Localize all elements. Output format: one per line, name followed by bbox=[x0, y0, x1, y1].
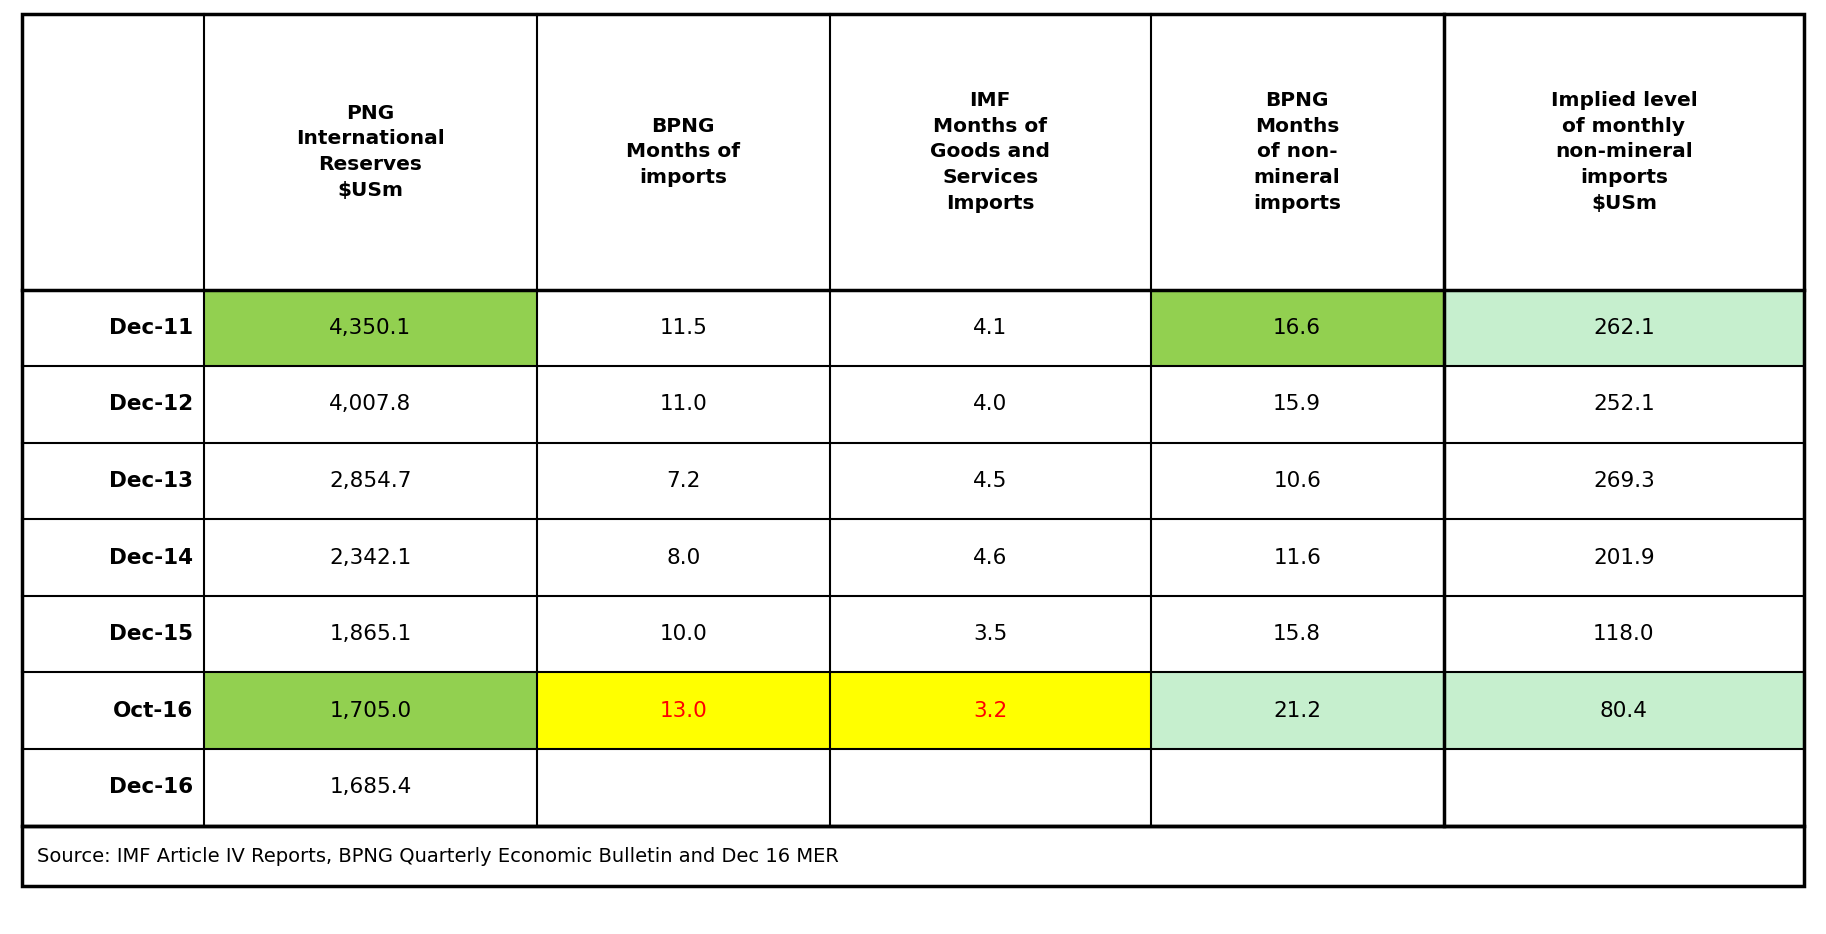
Bar bbox=[1444, 290, 1804, 366]
Text: IMF
Months of
Goods and
Services
Imports: IMF Months of Goods and Services Imports bbox=[929, 91, 1050, 213]
Text: 3.5: 3.5 bbox=[973, 624, 1008, 644]
Text: BPNG
Months of
imports: BPNG Months of imports bbox=[626, 117, 740, 187]
Text: 201.9: 201.9 bbox=[1592, 547, 1654, 568]
Text: Dec-12: Dec-12 bbox=[110, 394, 194, 415]
Text: 16.6: 16.6 bbox=[1273, 318, 1322, 338]
Bar bbox=[1150, 672, 1444, 749]
Text: 269.3: 269.3 bbox=[1592, 471, 1654, 491]
Text: 1,685.4: 1,685.4 bbox=[329, 777, 411, 798]
Text: Dec-15: Dec-15 bbox=[110, 624, 194, 644]
Text: 80.4: 80.4 bbox=[1600, 700, 1647, 721]
Text: 4.6: 4.6 bbox=[973, 547, 1008, 568]
Text: 252.1: 252.1 bbox=[1592, 394, 1654, 415]
Bar bbox=[205, 672, 537, 749]
Text: 15.8: 15.8 bbox=[1273, 624, 1322, 644]
Text: 262.1: 262.1 bbox=[1592, 318, 1654, 338]
Text: Source: IMF Article IV Reports, BPNG Quarterly Economic Bulletin and Dec 16 MER: Source: IMF Article IV Reports, BPNG Qua… bbox=[37, 846, 838, 866]
Text: 15.9: 15.9 bbox=[1273, 394, 1322, 415]
Text: 10.6: 10.6 bbox=[1273, 471, 1320, 491]
Text: BPNG
Months
of non-
mineral
imports: BPNG Months of non- mineral imports bbox=[1253, 91, 1340, 213]
Text: 118.0: 118.0 bbox=[1592, 624, 1654, 644]
Text: 21.2: 21.2 bbox=[1273, 700, 1322, 721]
Text: PNG
International
Reserves
$USm: PNG International Reserves $USm bbox=[296, 104, 446, 200]
Text: 10.0: 10.0 bbox=[659, 624, 707, 644]
Text: Dec-13: Dec-13 bbox=[110, 471, 194, 491]
Text: 7.2: 7.2 bbox=[666, 471, 701, 491]
Text: Dec-11: Dec-11 bbox=[110, 318, 194, 338]
Bar bbox=[22, 826, 1804, 886]
Text: Oct-16: Oct-16 bbox=[113, 700, 194, 721]
Text: Implied level
of monthly
non-mineral
imports
$USm: Implied level of monthly non-mineral imp… bbox=[1550, 91, 1696, 213]
Text: 13.0: 13.0 bbox=[659, 700, 707, 721]
Text: 4,350.1: 4,350.1 bbox=[329, 318, 411, 338]
Text: 1,865.1: 1,865.1 bbox=[329, 624, 411, 644]
Text: 11.5: 11.5 bbox=[659, 318, 707, 338]
Bar bbox=[22, 14, 1804, 826]
Text: 3.2: 3.2 bbox=[973, 700, 1008, 721]
Text: 4.1: 4.1 bbox=[973, 318, 1008, 338]
Text: 2,342.1: 2,342.1 bbox=[329, 547, 411, 568]
Text: 11.0: 11.0 bbox=[659, 394, 707, 415]
Text: 2,854.7: 2,854.7 bbox=[329, 471, 411, 491]
Bar bbox=[1444, 672, 1804, 749]
Text: 4.0: 4.0 bbox=[973, 394, 1008, 415]
Bar bbox=[537, 672, 829, 749]
Bar bbox=[22, 14, 1804, 826]
Text: Dec-14: Dec-14 bbox=[110, 547, 194, 568]
Bar bbox=[205, 290, 537, 366]
Text: 4.5: 4.5 bbox=[973, 471, 1008, 491]
Bar bbox=[1150, 290, 1444, 366]
Text: 4,007.8: 4,007.8 bbox=[329, 394, 411, 415]
Text: Dec-16: Dec-16 bbox=[110, 777, 194, 798]
Bar bbox=[22, 826, 1804, 886]
Text: 1,705.0: 1,705.0 bbox=[329, 700, 411, 721]
Bar bbox=[829, 672, 1150, 749]
Text: 11.6: 11.6 bbox=[1273, 547, 1320, 568]
Text: 8.0: 8.0 bbox=[666, 547, 701, 568]
